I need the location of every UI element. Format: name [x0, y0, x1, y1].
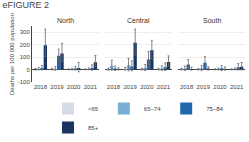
svg-text:2018: 2018 [34, 84, 48, 90]
svg-text:200: 200 [20, 42, 31, 48]
svg-text:0: 0 [26, 67, 30, 73]
svg-text:65–74: 65–74 [144, 106, 161, 112]
svg-text:2020: 2020 [140, 84, 154, 90]
svg-text:2021: 2021 [157, 84, 171, 90]
svg-text:Central: Central [127, 17, 150, 24]
svg-text:South: South [203, 17, 221, 24]
svg-text:North: North [57, 17, 74, 24]
svg-text:2021: 2021 [84, 84, 98, 90]
svg-text:300: 300 [20, 29, 31, 35]
svg-text:2019: 2019 [50, 84, 64, 90]
svg-text:Deaths per 100 000 population: Deaths per 100 000 population [9, 13, 15, 95]
svg-text:-100: -100 [18, 79, 31, 85]
svg-text:eFIGURE 2: eFIGURE 2 [2, 0, 49, 10]
svg-text:85+: 85+ [88, 125, 99, 131]
svg-text:2019: 2019 [123, 84, 137, 90]
svg-text:2021: 2021 [230, 84, 244, 90]
svg-text:2019: 2019 [197, 84, 211, 90]
svg-text:2018: 2018 [107, 84, 121, 90]
svg-text:100: 100 [20, 54, 31, 60]
svg-text:<65: <65 [88, 106, 99, 112]
svg-text:2020: 2020 [67, 84, 81, 90]
svg-text:75–84: 75–84 [206, 106, 223, 112]
svg-text:2018: 2018 [180, 84, 194, 90]
svg-text:2020: 2020 [213, 84, 227, 90]
